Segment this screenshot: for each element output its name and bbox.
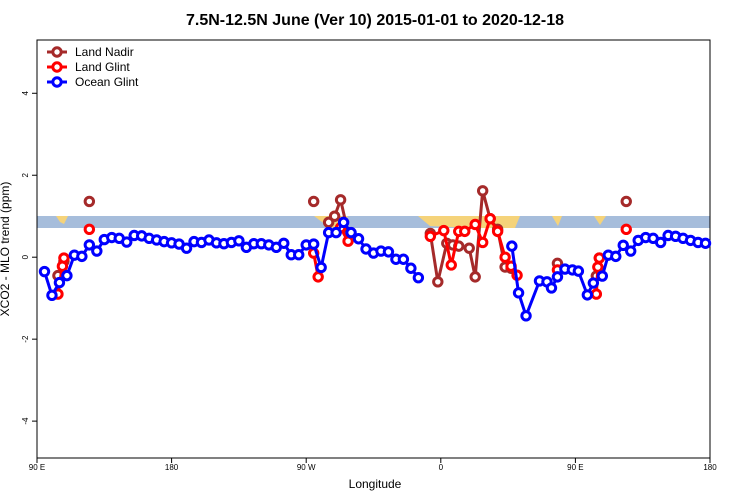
x-tick-label: 180 <box>165 463 179 472</box>
y-tick-label: 0 <box>21 254 30 259</box>
point <box>330 226 342 239</box>
point <box>91 245 103 257</box>
point <box>459 225 471 238</box>
point <box>620 195 632 208</box>
x-tick-label: 180 <box>703 463 717 472</box>
land-shape <box>56 216 68 224</box>
point <box>654 236 667 249</box>
point <box>121 236 133 248</box>
point <box>469 218 481 231</box>
legend-marker <box>51 46 63 58</box>
plot-frame <box>36 39 711 459</box>
point <box>397 253 410 265</box>
series <box>38 216 712 322</box>
point <box>610 250 622 263</box>
point <box>83 195 96 208</box>
y-tick-label: -4 <box>21 417 30 425</box>
point <box>278 237 290 249</box>
point <box>424 230 437 242</box>
point <box>345 226 357 239</box>
x-tick-label: 90 W <box>297 463 316 472</box>
point <box>58 252 70 264</box>
point <box>499 251 511 263</box>
point <box>53 276 66 289</box>
point <box>581 289 594 301</box>
legend-marker <box>51 61 63 73</box>
point <box>545 282 558 294</box>
point <box>491 225 504 238</box>
point <box>315 261 327 274</box>
land-strip <box>37 216 710 228</box>
y-axis-label: XCO2 - MLO trend (ppm) <box>0 182 12 317</box>
point <box>233 235 245 247</box>
point <box>328 210 341 222</box>
point <box>596 270 609 282</box>
point <box>61 269 73 282</box>
x-tick-label: 90 E <box>567 463 583 472</box>
y-tick-label: -2 <box>21 335 30 343</box>
land-shape <box>552 216 562 226</box>
point <box>620 223 632 236</box>
point <box>412 271 425 284</box>
point <box>592 261 604 273</box>
point <box>484 212 496 225</box>
point <box>593 252 606 264</box>
point <box>307 195 320 208</box>
point <box>506 240 518 252</box>
point <box>293 249 305 261</box>
point <box>617 239 629 252</box>
point <box>512 287 525 299</box>
point <box>432 276 444 288</box>
point <box>334 194 347 206</box>
legend-label: Land Glint <box>75 60 130 74</box>
legend-marker <box>51 76 63 88</box>
point <box>699 237 712 249</box>
y-tick-label: 4 <box>21 91 30 96</box>
point <box>520 310 532 322</box>
point <box>46 289 58 302</box>
chart-title: 7.5N-12.5N June (Ver 10) 2015-01-01 to 2… <box>186 12 564 29</box>
point <box>476 236 489 249</box>
x-tick-label: 0 <box>439 463 444 472</box>
point <box>337 216 350 229</box>
point <box>587 277 600 289</box>
point <box>445 259 457 271</box>
y-tick-label: 2 <box>21 172 30 177</box>
point <box>180 242 193 254</box>
point <box>438 224 450 237</box>
point <box>476 185 489 197</box>
legend-label: Ocean Glint <box>75 75 139 89</box>
land-shape <box>594 216 606 225</box>
point <box>307 238 320 250</box>
point <box>352 233 365 245</box>
point <box>469 271 481 283</box>
point <box>83 223 96 236</box>
point <box>382 246 395 258</box>
point <box>83 239 96 251</box>
point <box>463 242 475 254</box>
point <box>551 271 564 283</box>
point <box>590 288 603 300</box>
point <box>312 271 324 283</box>
legend-label: Land Nadir <box>75 45 134 59</box>
point <box>405 262 417 274</box>
point <box>572 265 585 277</box>
x-axis-label: Longitude <box>349 477 402 491</box>
ocean-band <box>37 216 710 228</box>
point <box>38 265 51 278</box>
x-tick-label: 90 E <box>29 463 45 472</box>
point <box>76 250 88 263</box>
point <box>625 245 637 257</box>
